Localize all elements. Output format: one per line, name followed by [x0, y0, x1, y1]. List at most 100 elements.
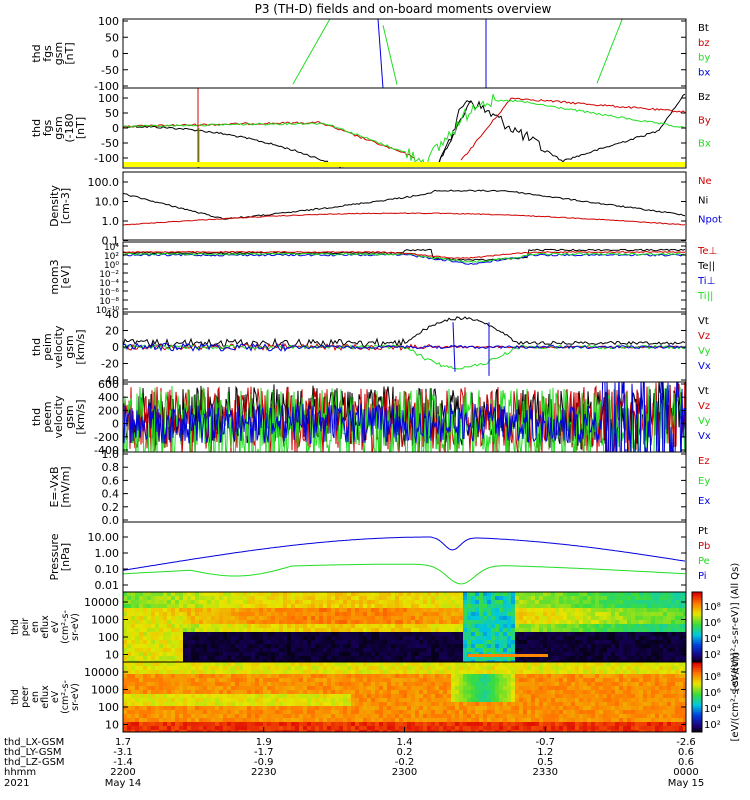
heatmap-cell — [135, 596, 139, 600]
legend-entry: Pt — [698, 526, 708, 537]
heatmap-cell — [155, 686, 159, 690]
heatmap-cell — [203, 710, 207, 714]
heatmap-cell — [515, 690, 519, 694]
heatmap-cell — [295, 608, 299, 612]
y-axis-label-line: [nPa] — [59, 543, 72, 571]
heatmap-cell — [391, 608, 395, 612]
heatmap-cell — [399, 592, 403, 596]
heatmap-cell — [647, 666, 651, 670]
heatmap-cell — [519, 656, 523, 660]
heatmap-cell — [243, 644, 247, 648]
heatmap-cell — [227, 628, 231, 632]
heatmap-cell — [471, 596, 475, 600]
heatmap-cell — [359, 648, 363, 652]
heatmap-cell — [575, 714, 579, 718]
heatmap-cell — [475, 674, 479, 678]
heatmap-cell — [227, 604, 231, 608]
heatmap-cell — [543, 640, 547, 644]
heatmap-cell — [459, 656, 463, 660]
heatmap-cell — [211, 714, 215, 718]
heatmap-cell — [355, 628, 359, 632]
heatmap-cell — [279, 600, 283, 604]
heatmap-cell — [235, 660, 239, 662]
heatmap-cell — [615, 694, 619, 698]
heatmap-cell — [283, 604, 287, 608]
heatmap-cell — [247, 678, 251, 682]
heatmap-cell — [631, 616, 635, 620]
heatmap-cell — [431, 686, 435, 690]
heatmap-cell — [523, 656, 527, 660]
heatmap-cell — [215, 674, 219, 678]
heatmap-cell — [427, 714, 431, 718]
heatmap-cell — [579, 666, 583, 670]
heatmap-cell — [291, 678, 295, 682]
heatmap-cell — [603, 674, 607, 678]
heatmap-cell — [271, 686, 275, 690]
heatmap-cell — [587, 616, 591, 620]
heatmap-cell — [459, 678, 463, 682]
heatmap-cell — [427, 662, 431, 666]
heatmap-cell — [671, 620, 675, 624]
heatmap-cell — [663, 710, 667, 714]
colorbar-step — [692, 652, 702, 654]
heatmap-cell — [447, 612, 451, 616]
heatmap-cell — [635, 648, 639, 652]
heatmap-cell — [175, 644, 179, 648]
heatmap-cell — [339, 682, 343, 686]
heatmap-cell — [523, 682, 527, 686]
heatmap-cell — [499, 710, 503, 714]
heatmap-cell — [611, 674, 615, 678]
heatmap-cell — [515, 616, 519, 620]
heatmap-cell — [455, 656, 459, 660]
heatmap-cell — [471, 624, 475, 628]
heatmap-cell — [547, 652, 551, 656]
heatmap-cell — [479, 600, 483, 604]
heatmap-cell — [515, 596, 519, 600]
heatmap-cell — [475, 702, 479, 706]
heatmap-cell — [407, 640, 411, 644]
heatmap-cell — [299, 604, 303, 608]
heatmap-cell — [211, 592, 215, 596]
heatmap-cell — [655, 670, 659, 674]
heatmap-cell — [203, 624, 207, 628]
heatmap-cell — [371, 636, 375, 640]
heatmap-cell — [259, 620, 263, 624]
heatmap-cell — [411, 662, 415, 666]
heatmap-cell — [459, 596, 463, 600]
heatmap-cell — [199, 656, 203, 660]
heatmap-cell — [579, 592, 583, 596]
heatmap-cell — [275, 662, 279, 666]
heatmap-cell — [507, 682, 511, 686]
heatmap-cell — [367, 636, 371, 640]
heatmap-cell — [175, 652, 179, 656]
heatmap-cell — [679, 624, 683, 628]
heatmap-cell — [167, 628, 171, 632]
heatmap-cell — [519, 718, 523, 722]
heatmap-cell — [627, 706, 631, 710]
heatmap-cell — [303, 694, 307, 698]
heatmap-cell — [223, 702, 227, 706]
heatmap-cell — [491, 624, 495, 628]
heatmap-cell — [395, 702, 399, 706]
heatmap-cell — [491, 656, 495, 660]
heatmap-cell — [451, 694, 455, 698]
heatmap-cell — [219, 698, 223, 702]
heatmap-cell — [359, 652, 363, 656]
heatmap-cell — [387, 648, 391, 652]
heatmap-cell — [387, 596, 391, 600]
heatmap-cell — [555, 600, 559, 604]
heatmap-cell — [463, 620, 467, 624]
heatmap-cell — [355, 624, 359, 628]
heatmap-cell — [591, 686, 595, 690]
heatmap-cell — [147, 636, 151, 640]
heatmap-cell — [643, 702, 647, 706]
heatmap-cell — [491, 666, 495, 670]
heatmap-cell — [491, 706, 495, 710]
heatmap-cell — [535, 698, 539, 702]
heatmap-cell — [439, 636, 443, 640]
heatmap-cell — [451, 636, 455, 640]
heatmap-cell — [207, 694, 211, 698]
heatmap-cell — [391, 624, 395, 628]
heatmap-cell — [199, 698, 203, 702]
heatmap-cell — [555, 686, 559, 690]
